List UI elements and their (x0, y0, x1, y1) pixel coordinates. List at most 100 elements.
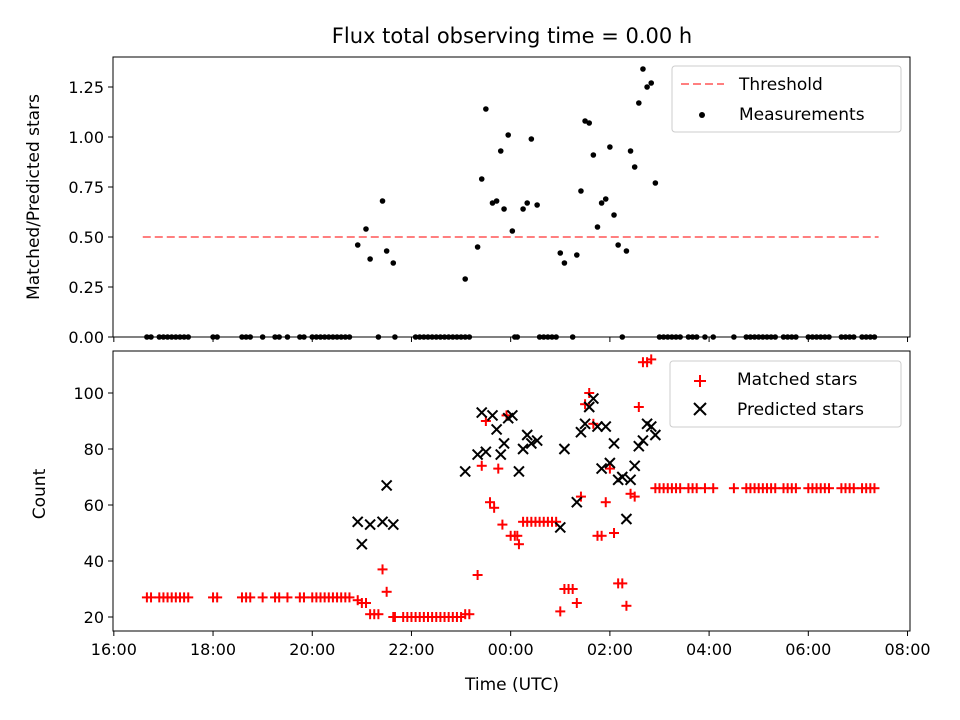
measurement-point (623, 248, 630, 254)
matched-star-point (609, 528, 620, 538)
matched-star-point (493, 463, 504, 474)
top-y-tick-label: 0.50 (68, 228, 104, 247)
top-y-tick-label: 0.75 (68, 178, 104, 197)
top-legend: Threshold Measurements (671, 65, 902, 133)
top-y-tick-label: 1.00 (68, 128, 104, 147)
measurement-point (528, 136, 535, 142)
bottom-plot-area: 16:00 18:00 20:00 22:00 00:00 02:00 04:00 06:00… (73, 354, 931, 659)
matched-star-point (567, 584, 578, 594)
measurement-point (615, 242, 621, 248)
x-tick-label: 08:00 (884, 640, 930, 659)
matched-star-point (257, 592, 268, 603)
measurement-point (640, 66, 646, 72)
top-y-tick-label: 0.25 (68, 278, 104, 297)
measurement-point (509, 228, 516, 234)
bottom-y-tick-label: 100 (73, 384, 104, 403)
matched-star-point (584, 388, 595, 398)
measurement-point (598, 200, 605, 206)
measurement-point (557, 250, 564, 256)
measurement-point (590, 152, 597, 158)
matched-star-point (282, 592, 293, 603)
predicted-star-point (591, 420, 604, 433)
x-tick-label: 06:00 (785, 640, 831, 659)
predicted-star-point (356, 538, 368, 550)
predicted-star-point (531, 434, 543, 447)
measurement-point (586, 120, 593, 126)
predicted-star-point (380, 479, 393, 492)
matched-star-point (555, 606, 566, 617)
predicted-star-point (583, 401, 595, 413)
measurement-point (379, 198, 386, 204)
predicted-star-point (513, 465, 525, 478)
bottom-y-tick-label: 40 (84, 552, 104, 571)
predicted-star-point (387, 518, 399, 531)
predicted-star-point (633, 440, 645, 452)
bottom-y-tick-label: 20 (84, 608, 104, 627)
measurement-point (474, 244, 481, 250)
matched-star-point (212, 592, 223, 603)
bottom-panel: Count Time (UTC) 16:00 18:00 20:00 22:00 00:… (30, 350, 931, 695)
predicted-star-point (476, 406, 488, 419)
matched-star-point (604, 463, 615, 474)
matched-star-point (728, 483, 739, 494)
top-plot-frame (112, 56, 911, 338)
matched-star-point (633, 402, 644, 412)
measurement-point (478, 176, 485, 182)
measurements-legend-marker (699, 112, 705, 118)
bottom-y-tick-label: 60 (84, 496, 104, 515)
matched-star-point (646, 354, 657, 365)
measurement-point (574, 252, 580, 258)
bottom-legend-box (669, 360, 902, 428)
matched-star-point (472, 570, 483, 580)
matched-star-point (571, 598, 582, 608)
predicted-star-point (506, 409, 519, 422)
predicted-star-point (498, 437, 510, 450)
predicted-star-point (579, 418, 591, 430)
predicted-star-point (620, 513, 633, 525)
measurement-point (462, 276, 469, 282)
predicted-star-point (364, 518, 376, 531)
predicted-star-point (558, 443, 571, 455)
threshold-legend-label: Threshold (738, 75, 823, 95)
top-y-axis-label: Matched/Predicted stars (24, 94, 44, 300)
measurement-point (505, 132, 511, 138)
matched-star-point (377, 564, 388, 575)
bottom-y-axis-label: Count (30, 468, 50, 519)
predicted-star-point (571, 496, 583, 508)
chart-title: Flux total observing time = 0.00 h (332, 24, 692, 48)
predicted-star-point (521, 429, 533, 441)
measurement-point (493, 198, 500, 204)
matched-star-point (497, 519, 508, 530)
predicted-star-point (628, 460, 641, 472)
matched-star-point (596, 530, 607, 541)
predicted-legend-label: Predicted stars (737, 400, 864, 420)
predicted-star-point (575, 426, 587, 438)
measurement-point (594, 224, 601, 230)
measurement-point (363, 226, 369, 232)
matched-star-point (512, 530, 523, 541)
measurement-point (607, 144, 613, 150)
matched-star-point (381, 586, 392, 597)
measurement-point (627, 148, 634, 154)
measurement-point (497, 148, 504, 154)
predicted-star-point (600, 420, 612, 433)
predicted-star-point (525, 437, 538, 450)
matched-star-point (708, 483, 719, 494)
measurement-point (652, 180, 659, 186)
measurement-point (483, 106, 489, 112)
measurement-point (602, 196, 609, 202)
x-tick-label: 18:00 (190, 640, 236, 659)
x-tick-label: 22:00 (388, 640, 434, 659)
matched-star-point (485, 497, 496, 508)
top-legend-box (671, 65, 902, 133)
predicted-star-point (604, 457, 616, 469)
top-y-tick-label: 1.25 (68, 78, 104, 97)
predicted-star-point (624, 474, 637, 486)
predicted-star-point (490, 423, 503, 436)
matched-star-point (360, 598, 371, 608)
matched-star-point (621, 600, 632, 611)
top-panel: Flux total observing time = 0.00 h Match… (24, 24, 911, 347)
x-tick-label: 16:00 (91, 640, 137, 659)
measurement-point (501, 206, 507, 212)
top-plot-area: 0.00 0.25 0.50 0.75 1.00 1.25 (68, 66, 909, 347)
